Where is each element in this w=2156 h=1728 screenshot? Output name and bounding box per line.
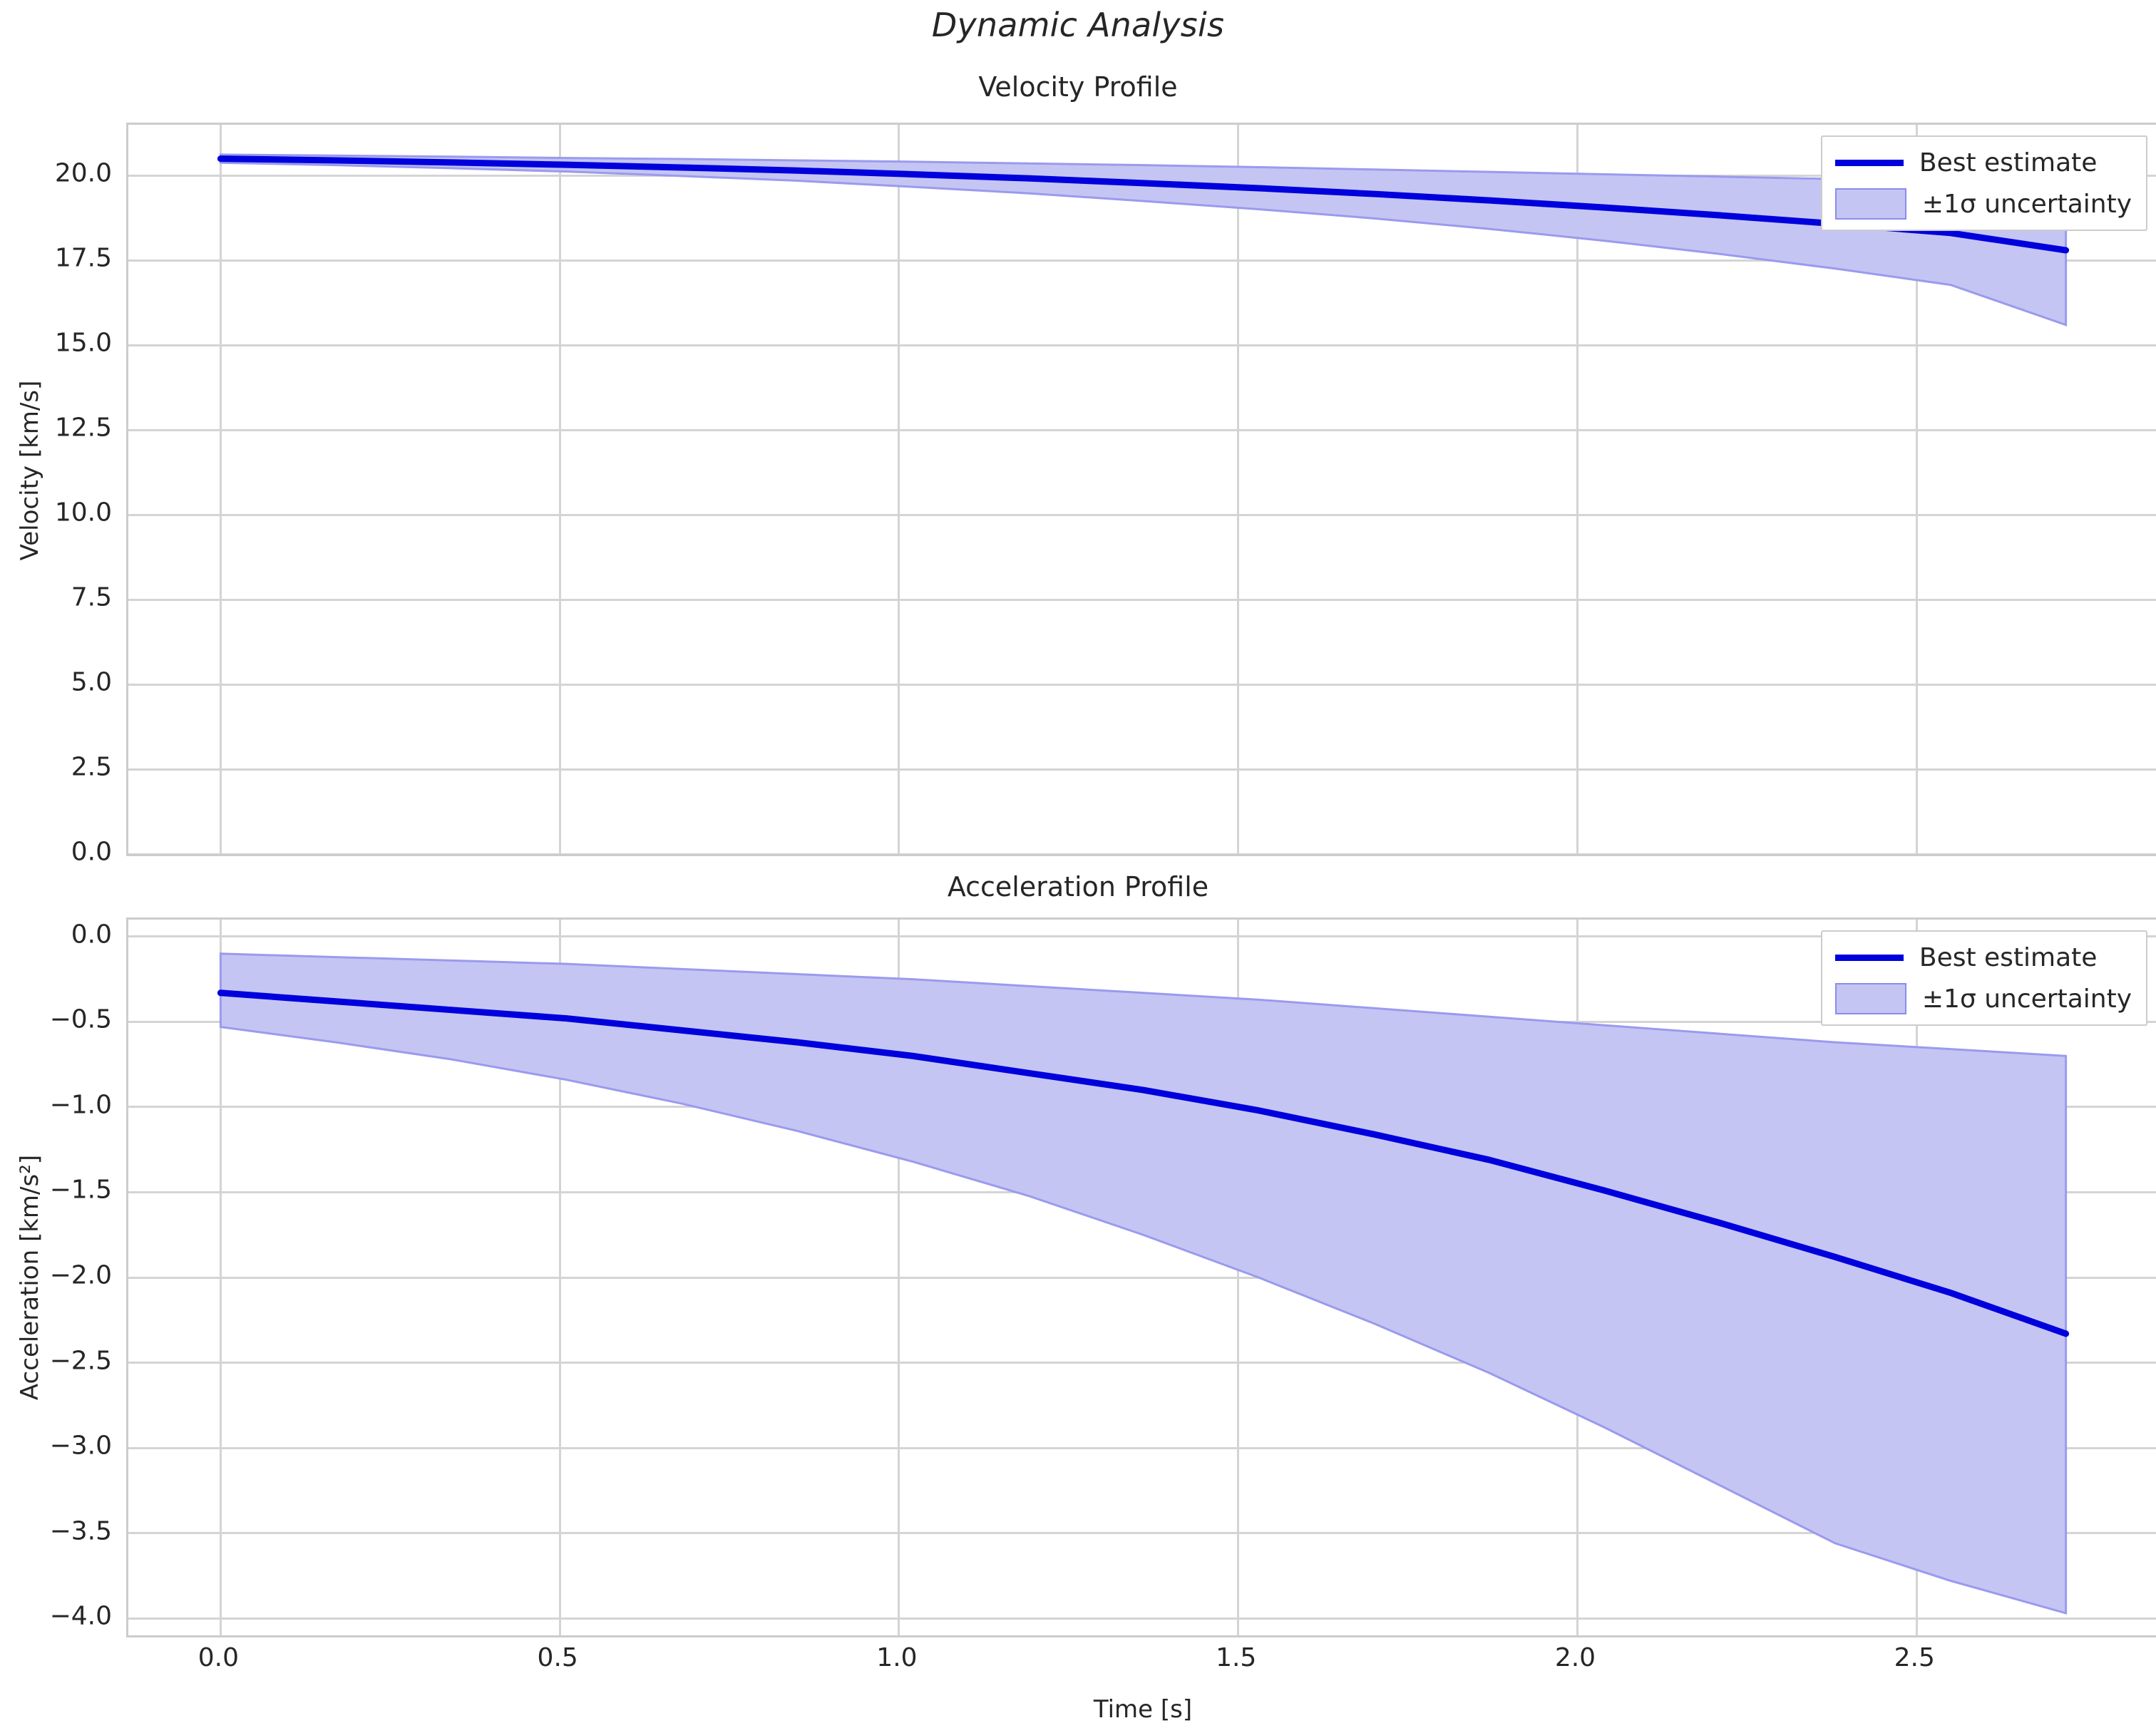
acceleration-series-svg <box>217 952 2070 1615</box>
gridline-horizontal <box>128 1276 2156 1279</box>
velocity-subplot-title: Velocity Profile <box>978 71 1178 103</box>
gridline-horizontal <box>128 1446 2156 1449</box>
gridline-horizontal <box>128 513 2156 516</box>
legend-band-swatch <box>1834 188 1906 220</box>
y-axis-tick-label: −1.5 <box>49 1175 112 1205</box>
gridline-horizontal <box>128 935 2156 938</box>
gridline-horizontal <box>128 344 2156 346</box>
uncertainty-band <box>219 952 2068 1615</box>
y-axis-tick-label: 7.5 <box>71 582 112 612</box>
gridline-horizontal <box>128 428 2156 431</box>
gridline-horizontal <box>128 683 2156 686</box>
y-axis-tick-label: −3.0 <box>49 1431 112 1461</box>
acceleration-y-axis-label: Acceleration [km/s²] <box>16 1154 44 1401</box>
x-axis-tick-label: 0.0 <box>197 1643 240 1672</box>
gridline-vertical <box>898 920 900 1635</box>
y-axis-tick-label: 0.0 <box>71 837 112 867</box>
uncertainty-band <box>219 153 2068 326</box>
y-axis-tick-label: 12.5 <box>54 413 112 443</box>
legend-label-best-estimate: Best estimate <box>1919 942 2098 972</box>
velocity-plot-area <box>126 123 2156 856</box>
gridline-vertical <box>558 920 561 1635</box>
legend-band-swatch <box>1834 983 1906 1014</box>
legend-entry-best-estimate: Best estimate <box>1834 147 2132 178</box>
gridline-vertical <box>558 125 561 854</box>
gridline-vertical <box>1915 125 1918 854</box>
y-axis-tick-label: 17.5 <box>54 243 112 273</box>
y-axis-tick-label: −4.0 <box>49 1601 112 1631</box>
gridline-vertical <box>219 125 222 854</box>
y-axis-tick-label: −2.0 <box>49 1260 112 1290</box>
y-axis-tick-label: −1.0 <box>49 1090 112 1120</box>
legend-label-best-estimate: Best estimate <box>1919 148 2098 178</box>
velocity-y-axis-label: Velocity [km/s] <box>16 380 44 561</box>
gridline-vertical <box>898 125 900 854</box>
y-axis-tick-label: 15.0 <box>54 328 112 358</box>
gridline-horizontal <box>128 598 2156 601</box>
x-axis-tick-label: 0.5 <box>537 1643 578 1672</box>
legend-entry-uncertainty: ±1σ uncertainty <box>1834 188 2132 220</box>
legend-line-swatch <box>1834 159 1904 166</box>
legend-label-uncertainty: ±1σ uncertainty <box>1921 984 2132 1014</box>
x-axis-tick-labels: 0.0 0.5 1.0 1.5 2.0 2.5 <box>0 1637 2156 1687</box>
legend-line-swatch <box>1834 954 1904 961</box>
legend-entry-uncertainty: ±1σ uncertainty <box>1834 983 2132 1014</box>
acceleration-legend: Best estimate ±1σ uncertainty <box>1820 930 2147 1026</box>
y-axis-tick-label: 2.5 <box>71 752 112 782</box>
x-axis-tick-label: 1.5 <box>1216 1643 1257 1672</box>
velocity-legend: Best estimate ±1σ uncertainty <box>1820 135 2147 231</box>
gridline-horizontal <box>128 1362 2156 1364</box>
gridline-horizontal <box>128 1532 2156 1535</box>
gridline-vertical <box>1237 125 1240 854</box>
x-axis-label: Time [s] <box>1093 1695 1193 1724</box>
y-axis-tick-label: −2.5 <box>49 1346 112 1376</box>
legend-label-uncertainty: ±1σ uncertainty <box>1921 189 2132 219</box>
acceleration-plot-area <box>126 917 2156 1637</box>
y-axis-tick-label: −3.5 <box>49 1516 112 1546</box>
gridline-horizontal <box>128 259 2156 262</box>
gridline-vertical <box>1237 920 1240 1635</box>
y-axis-tick-label: 5.0 <box>71 667 112 697</box>
y-axis-tick-label: 10.0 <box>54 498 112 528</box>
figure-suptitle: Dynamic Analysis <box>931 6 1225 44</box>
x-axis-tick-label: 1.0 <box>876 1643 918 1672</box>
legend-entry-best-estimate: Best estimate <box>1834 942 2132 973</box>
gridline-vertical <box>1576 125 1578 854</box>
series-line-best-estimate <box>217 155 2070 254</box>
gridline-horizontal <box>128 768 2156 771</box>
acceleration-plot-clip <box>128 920 2156 1635</box>
x-axis-tick-label: 2.0 <box>1554 1643 1596 1672</box>
velocity-series-svg <box>217 153 2070 326</box>
gridline-horizontal <box>128 853 2156 854</box>
velocity-plot-clip <box>128 125 2156 854</box>
series-line-best-estimate <box>217 989 2070 1337</box>
gridline-vertical <box>219 920 222 1635</box>
acceleration-subplot-title: Acceleration Profile <box>947 871 1209 902</box>
x-axis-tick-label: 2.5 <box>1894 1643 1935 1672</box>
y-axis-tick-label: −0.5 <box>49 1004 112 1034</box>
gridline-horizontal <box>128 1617 2156 1620</box>
y-axis-tick-label: 0.0 <box>71 920 112 950</box>
y-axis-tick-label: 20.0 <box>54 158 112 188</box>
